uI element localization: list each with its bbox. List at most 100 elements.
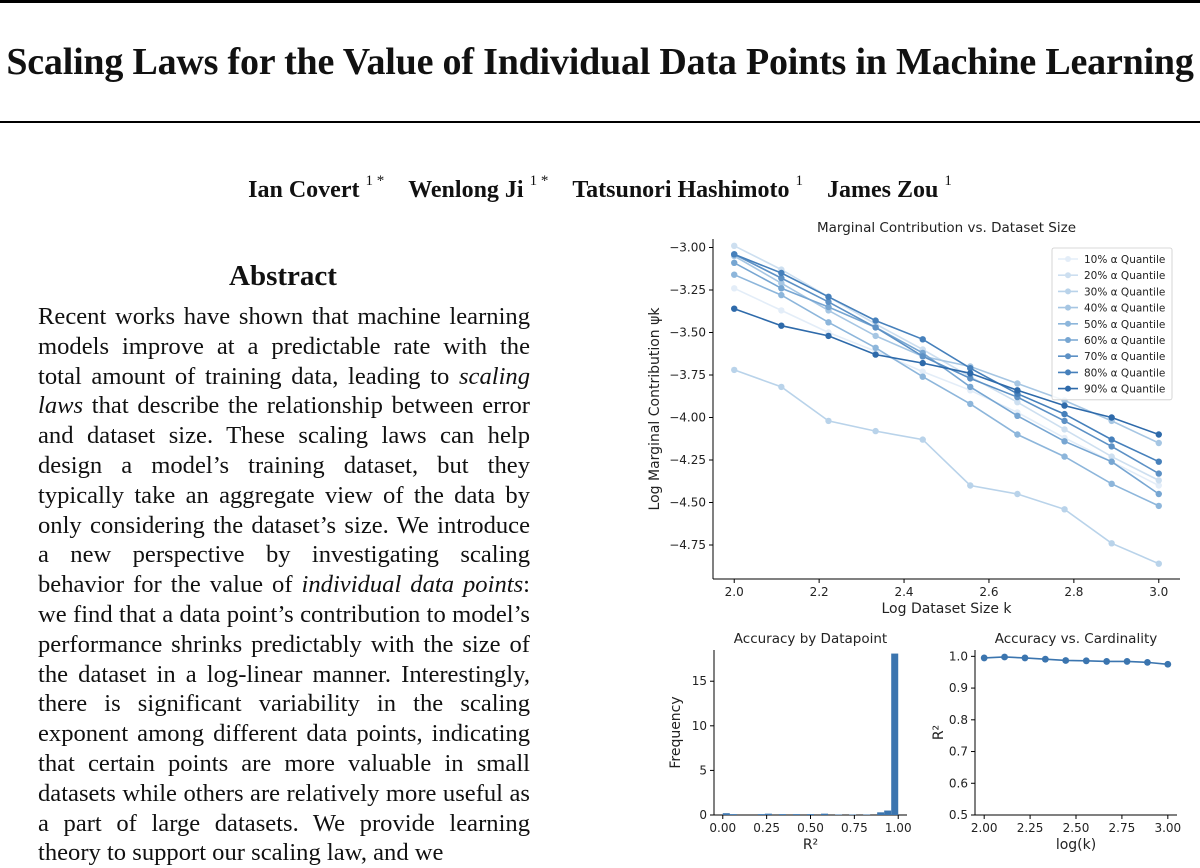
data-point (1014, 387, 1020, 393)
data-point (1108, 459, 1114, 465)
data-point (920, 336, 926, 342)
data-point (778, 270, 784, 276)
histogram-bar (779, 814, 786, 815)
legend-label: 70% α Quantile (1084, 351, 1165, 363)
y-tick-label: −3.25 (669, 283, 706, 297)
x-tick-label: 3.0 (1149, 585, 1168, 599)
x-tick-label: 0.25 (753, 821, 780, 835)
data-point (920, 374, 926, 380)
histogram-bar (723, 813, 730, 815)
data-point (1103, 658, 1110, 665)
data-point (731, 367, 737, 373)
author-name: James Zou (827, 177, 938, 203)
histogram-bar (821, 814, 828, 815)
data-point (778, 384, 784, 390)
legend-label: 80% α Quantile (1084, 367, 1165, 379)
data-point (1108, 481, 1114, 487)
x-tick-label: 1.00 (885, 821, 912, 835)
legend-marker (1065, 353, 1071, 359)
legend-label: 20% α Quantile (1084, 270, 1165, 282)
data-point (1083, 657, 1090, 664)
author: Tatsunori Hashimoto 1 (572, 177, 803, 203)
histogram-bar (730, 814, 737, 815)
data-point (1014, 431, 1020, 437)
abstract-text: that describe the relationship between e… (38, 392, 530, 598)
author-name: Ian Covert (248, 177, 359, 203)
top-rule (0, 0, 1200, 3)
data-point (1156, 503, 1162, 509)
data-point (1062, 657, 1069, 664)
data-point (1108, 540, 1114, 546)
abstract-heading: Abstract (38, 260, 528, 293)
data-point (1014, 380, 1020, 386)
legend-marker (1065, 288, 1071, 294)
x-tick-label: 0.75 (841, 821, 868, 835)
x-tick-label: 2.75 (1109, 821, 1136, 835)
histogram-bar (884, 811, 891, 815)
author-affiliation: 1 * (365, 173, 384, 189)
legend-marker (1065, 305, 1071, 311)
abstract-emphasis: individual data points (302, 571, 524, 598)
data-point (731, 285, 737, 291)
data-point (920, 353, 926, 359)
author-name: Wenlong Ji (408, 177, 523, 203)
data-point (731, 272, 737, 278)
data-point (731, 306, 737, 312)
y-tick-label: −3.00 (669, 241, 706, 255)
y-axis-label: Log Marginal Contribution ψk (647, 307, 663, 511)
abstract-text: : we find that a data point’s contributi… (38, 571, 530, 866)
x-tick-label: 2.8 (1064, 585, 1083, 599)
data-point (1014, 413, 1020, 419)
data-point (1156, 477, 1162, 483)
legend-marker (1065, 369, 1071, 375)
y-tick-label: −4.00 (669, 411, 706, 425)
data-point (1124, 658, 1131, 665)
y-tick-label: −4.75 (669, 538, 706, 552)
y-tick-label: −3.75 (669, 368, 706, 382)
histogram-bar (758, 814, 765, 815)
author: Ian Covert 1 * (248, 177, 384, 203)
author-affiliation: 1 (944, 173, 952, 189)
y-tick-label: 0.8 (949, 713, 968, 727)
y-tick-label: −4.25 (669, 453, 706, 467)
legend-marker (1065, 337, 1071, 343)
x-tick-label: 2.25 (1017, 821, 1044, 835)
data-point (731, 251, 737, 257)
histogram-bar (891, 654, 898, 815)
legend-marker (1065, 256, 1071, 262)
data-point (1061, 453, 1067, 459)
x-tick-label: 2.00 (971, 821, 998, 835)
paper-title: Scaling Laws for the Value of Individual… (0, 40, 1200, 84)
data-point (872, 324, 878, 330)
data-point (1108, 443, 1114, 449)
y-tick-label: −3.50 (669, 326, 706, 340)
chart-title: Accuracy vs. Cardinality (995, 631, 1157, 647)
data-point (731, 260, 737, 266)
data-point (1061, 418, 1067, 424)
y-tick-label: 15 (692, 674, 707, 688)
abstract-body: Recent works have shown that machine lea… (38, 302, 530, 868)
data-point (967, 482, 973, 488)
x-tick-label: 3.00 (1154, 821, 1181, 835)
data-point (967, 401, 973, 407)
data-point (1061, 506, 1067, 512)
data-point (872, 333, 878, 339)
data-point (778, 292, 784, 298)
y-tick-label: −4.50 (669, 496, 706, 510)
x-tick-label: 0.00 (709, 821, 736, 835)
legend-marker (1065, 272, 1071, 278)
chart-title: Accuracy by Datapoint (734, 631, 887, 647)
author-affiliation: 1 (796, 173, 804, 189)
x-tick-label: 2.6 (979, 585, 998, 599)
data-point (1156, 491, 1162, 497)
y-axis-label: Frequency (668, 696, 684, 768)
data-point (825, 294, 831, 300)
data-point (1144, 659, 1151, 666)
legend-label: 60% α Quantile (1084, 335, 1165, 347)
series-line (984, 657, 1168, 664)
title-rule (0, 121, 1200, 123)
data-point (1108, 436, 1114, 442)
x-tick-label: 0.50 (797, 821, 824, 835)
